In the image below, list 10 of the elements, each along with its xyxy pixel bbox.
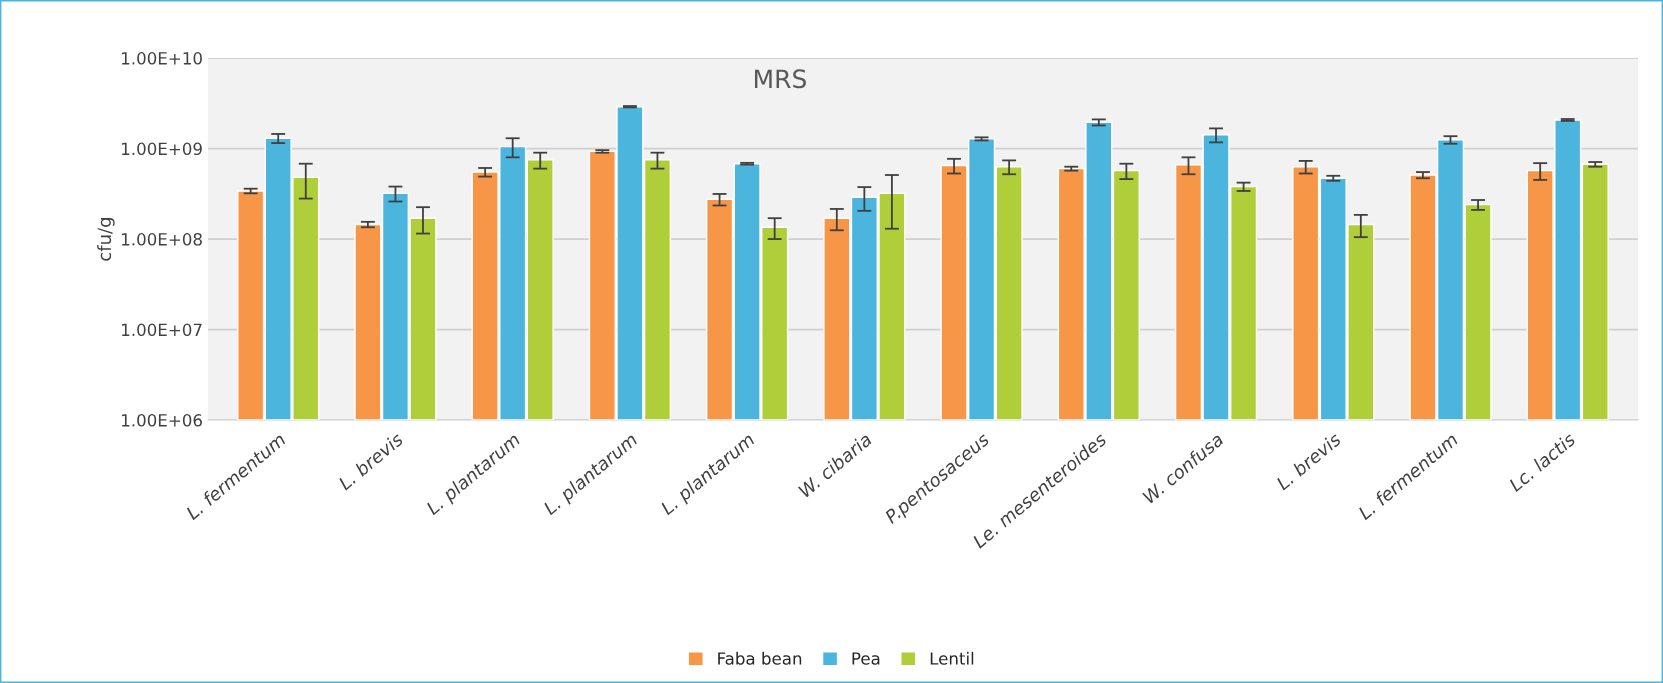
legend-label: Pea (852, 652, 880, 665)
chart-title: MRS (754, 69, 806, 89)
y-tick-label: 1.00E+08 (122, 233, 202, 246)
y-axis-title: cfu/g (97, 218, 115, 261)
y-tick-label: 1.00E+09 (122, 142, 202, 156)
y-tick-label: 1.00E+06 (122, 414, 202, 427)
y-tick-label: 1.00E+07 (122, 323, 202, 337)
legend-label: Faba bean (718, 651, 802, 665)
legend-label: Lentil (930, 651, 974, 665)
y-tick-label: 1.00E+10 (122, 52, 202, 65)
